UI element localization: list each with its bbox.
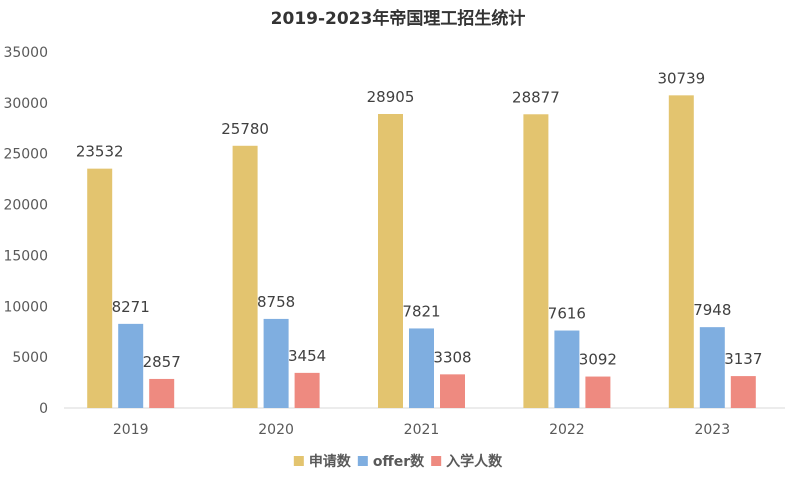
data-label: 28905: [367, 88, 415, 106]
legend[interactable]: 申请数 offer数 入学人数: [293, 453, 503, 470]
y-tick-label: 25000: [3, 147, 48, 163]
x-tick-label: 2020: [258, 422, 294, 438]
y-tick-label: 10000: [3, 299, 48, 315]
data-label: 28877: [512, 88, 560, 106]
legend-item[interactable]: 入学人数: [431, 453, 503, 470]
data-label: 3137: [724, 350, 762, 368]
x-tick-label: 2019: [113, 422, 149, 438]
legend-swatch: [357, 456, 368, 466]
legend-label: 申请数: [309, 453, 352, 470]
data-labels: 23532 8271 2857 25780 8758 3454 28905 7821 3308 2…: [76, 69, 763, 371]
data-label: 8271: [112, 298, 150, 316]
y-tick-label: 30000: [3, 96, 48, 112]
data-label: 3092: [579, 351, 617, 369]
y-tick-label: 5000: [12, 350, 48, 366]
x-axis: 2019 2020 2021 2022 2023: [113, 422, 730, 438]
data-label: 8758: [257, 293, 295, 311]
bar: [409, 328, 434, 408]
y-tick-label: 15000: [3, 248, 48, 264]
data-label: 7616: [548, 305, 586, 323]
legend-item[interactable]: offer数: [357, 453, 425, 470]
bar: [554, 330, 580, 408]
bar: [263, 318, 289, 408]
bar: [440, 374, 465, 408]
bar: [585, 376, 611, 408]
bar: [523, 114, 549, 408]
bars: [87, 95, 756, 408]
legend-swatch: [431, 456, 442, 466]
data-label: 3454: [288, 347, 326, 365]
chart-title: 2019-2023年帝国理工招生统计: [271, 8, 526, 29]
bar: [232, 145, 258, 408]
legend-swatch: [293, 456, 304, 466]
data-label: 2857: [143, 353, 181, 371]
bar: [378, 113, 403, 408]
legend-label: 入学人数: [446, 453, 503, 470]
data-label: 7821: [402, 302, 440, 320]
data-label: 30739: [657, 69, 705, 87]
y-tick-label: 20000: [3, 198, 48, 214]
y-tick-label: 0: [39, 401, 48, 417]
data-label: 23532: [76, 143, 124, 161]
x-tick-label: 2021: [404, 422, 440, 438]
bar: [149, 378, 175, 408]
data-label: 3308: [433, 348, 471, 366]
bar: [668, 95, 694, 408]
data-label: 7948: [693, 301, 731, 319]
legend-label: offer数: [373, 453, 425, 470]
bar: [699, 327, 725, 408]
y-tick-label: 35000: [3, 45, 48, 61]
legend-item[interactable]: 申请数: [293, 453, 352, 470]
data-label: 25780: [221, 120, 269, 138]
bar: [294, 372, 320, 408]
x-tick-label: 2022: [549, 422, 585, 438]
y-axis: 0 5000 10000 15000 20000 25000 30000 35000: [3, 45, 48, 417]
bar: [730, 376, 756, 408]
x-tick-label: 2023: [694, 422, 730, 438]
bar: [118, 323, 144, 408]
bar: [87, 168, 113, 408]
